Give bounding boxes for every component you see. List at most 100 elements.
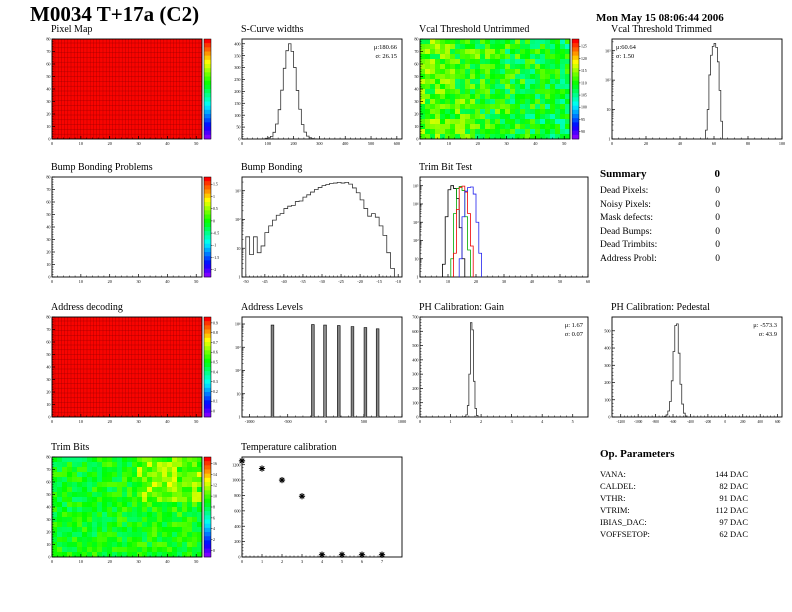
plot-vcal-threshold-untrimmed: Vcal Threshold Untrimmed 0 10 20 30 40 50 0 10 2… <box>404 24 598 162</box>
svg-text:σ: 1.50: σ: 1.50 <box>616 53 634 60</box>
svg-text:-600: -600 <box>670 420 677 424</box>
svg-text:-1.5: -1.5 <box>213 256 219 260</box>
svg-text:4: 4 <box>541 419 544 424</box>
svg-text:30: 30 <box>504 141 508 146</box>
svg-text:40: 40 <box>533 141 537 146</box>
svg-text:20: 20 <box>46 112 50 117</box>
plot-temperature-calibration: Temperature calibration 0 1 2 3 4 5 6 7 0 200 400 6… <box>226 442 412 580</box>
svg-text:0: 0 <box>325 419 327 424</box>
svg-text:10: 10 <box>414 256 418 261</box>
svg-text:0.9: 0.9 <box>213 321 218 325</box>
svg-text:50: 50 <box>414 74 418 79</box>
pixel-map-chart: 0 10 20 30 40 50 0 10 20 30 40 50 60 70 80 <box>46 37 212 146</box>
summary-row: Mask defects: 0 <box>600 212 720 226</box>
plot-address-levels: Address Levels -1000 -500 0 500 1000 1 10 10² 10… <box>226 302 412 440</box>
summary-row-value: 0 <box>715 226 720 237</box>
plot-title: Trim Bits <box>51 442 90 453</box>
svg-text:60: 60 <box>46 340 50 345</box>
svg-text:80: 80 <box>414 37 418 42</box>
svg-text:200: 200 <box>412 386 418 391</box>
svg-text:10: 10 <box>46 124 50 129</box>
svg-text:-35: -35 <box>300 279 306 284</box>
svg-text:-40: -40 <box>281 279 287 284</box>
op-parameter-row-value: 112 DAC <box>715 505 748 515</box>
svg-text:5: 5 <box>341 559 343 564</box>
svg-text:-500: -500 <box>284 419 292 424</box>
svg-text:0: 0 <box>48 137 50 142</box>
op-parameter-row-label: VTRIM: <box>600 505 630 515</box>
svg-text:10³: 10³ <box>235 188 241 193</box>
svg-text:60: 60 <box>46 200 50 205</box>
svg-text:60: 60 <box>586 279 590 284</box>
svg-text:50: 50 <box>562 141 566 146</box>
svg-text:10: 10 <box>213 495 217 499</box>
svg-text:0: 0 <box>48 415 50 420</box>
svg-text:μ:180.66: μ:180.66 <box>374 44 398 51</box>
svg-text:-45: -45 <box>262 279 268 284</box>
plot-ph-calibration-gain: PH Calibration: Gain 0 1 2 3 4 5 0 100 200 300 400… <box>404 302 598 440</box>
svg-text:40: 40 <box>165 559 169 564</box>
svg-text:20: 20 <box>108 559 112 564</box>
svg-text:0: 0 <box>51 559 53 564</box>
svg-text:40: 40 <box>165 279 169 284</box>
op-parameter-row: VTRIM: 112 DAC <box>600 504 748 516</box>
svg-text:10: 10 <box>46 542 50 547</box>
svg-text:125: 125 <box>581 45 587 49</box>
svg-text:-1200: -1200 <box>617 420 626 424</box>
svg-text:90: 90 <box>581 130 585 134</box>
plot-title: Vcal Threshold Trimmed <box>611 24 712 35</box>
summary-row-label: Dead Bumps: <box>600 226 652 237</box>
address-decoding-chart: 0 10 20 30 40 50 0 10 20 30 40 50 60 70 80 0.9 0.8 0.7 0.6… <box>46 315 218 424</box>
svg-text:500: 500 <box>604 328 610 333</box>
svg-text:150: 150 <box>234 101 240 106</box>
svg-text:400: 400 <box>342 141 348 146</box>
svg-text:0: 0 <box>608 415 610 420</box>
svg-text:50: 50 <box>194 141 198 146</box>
svg-text:20: 20 <box>644 141 648 146</box>
svg-text:50: 50 <box>194 419 198 424</box>
svg-text:0: 0 <box>48 275 50 280</box>
svg-text:10: 10 <box>236 391 240 396</box>
svg-text:5: 5 <box>572 419 574 424</box>
op-parameters-heading: Op. Parameters <box>600 448 675 460</box>
svg-text:80: 80 <box>46 37 50 42</box>
plot-address-decoding: Address decoding 0 10 20 30 40 50 0 10 20 30 40 50 6… <box>36 302 230 440</box>
svg-text:105: 105 <box>581 93 587 97</box>
svg-text:0: 0 <box>51 279 53 284</box>
svg-text:10: 10 <box>79 419 83 424</box>
svg-text:12: 12 <box>213 484 217 488</box>
svg-text:8: 8 <box>213 505 215 509</box>
summary-row-value: 0 <box>715 253 720 264</box>
trim-bits-chart: 0 10 20 30 40 5001020304050607080161412108642… <box>46 455 217 564</box>
svg-text:50: 50 <box>46 352 50 357</box>
svg-text:14: 14 <box>213 473 217 477</box>
plot-title: Trim Bit Test <box>419 162 473 173</box>
svg-text:σ: 26.15: σ: 26.15 <box>375 53 397 60</box>
svg-text:120: 120 <box>581 57 587 61</box>
svg-text:60: 60 <box>414 62 418 67</box>
svg-text:100: 100 <box>412 400 418 405</box>
summary-heading: Summary 0 <box>600 168 720 180</box>
svg-text:95: 95 <box>581 118 585 122</box>
op-parameter-row-value: 82 DAC <box>719 481 748 491</box>
svg-text:500: 500 <box>361 419 367 424</box>
svg-text:0: 0 <box>48 555 50 560</box>
svg-text:10²: 10² <box>413 238 419 243</box>
svg-text:0: 0 <box>241 141 243 146</box>
summary-row-value: 0 <box>715 240 720 250</box>
svg-text:400: 400 <box>604 346 610 351</box>
svg-text:16: 16 <box>213 462 217 466</box>
temperature-calibration-chart: 0 1 2 3 4 5 6 7 0 200 400 600 800 1000 1200 <box>232 456 403 564</box>
plot-title: Pixel Map <box>51 24 93 35</box>
svg-text:20: 20 <box>108 419 112 424</box>
svg-text:40: 40 <box>46 505 50 510</box>
plot-title: Bump Bonding <box>241 162 303 173</box>
summary-row: Dead Bumps: 0 <box>600 226 720 240</box>
plot-title: S-Curve widths <box>241 24 304 35</box>
ph-gain-chart: 0 1 2 3 4 5 0 100 200 300 400 500 600 700 μ: 1.67 σ: 0.… <box>412 315 589 424</box>
op-parameter-row-value: 97 DAC <box>719 517 748 527</box>
svg-text:7: 7 <box>381 559 383 564</box>
svg-text:10: 10 <box>446 279 450 284</box>
svg-text:50: 50 <box>194 559 198 564</box>
summary-row-label: Noisy Pixels: <box>600 199 651 210</box>
